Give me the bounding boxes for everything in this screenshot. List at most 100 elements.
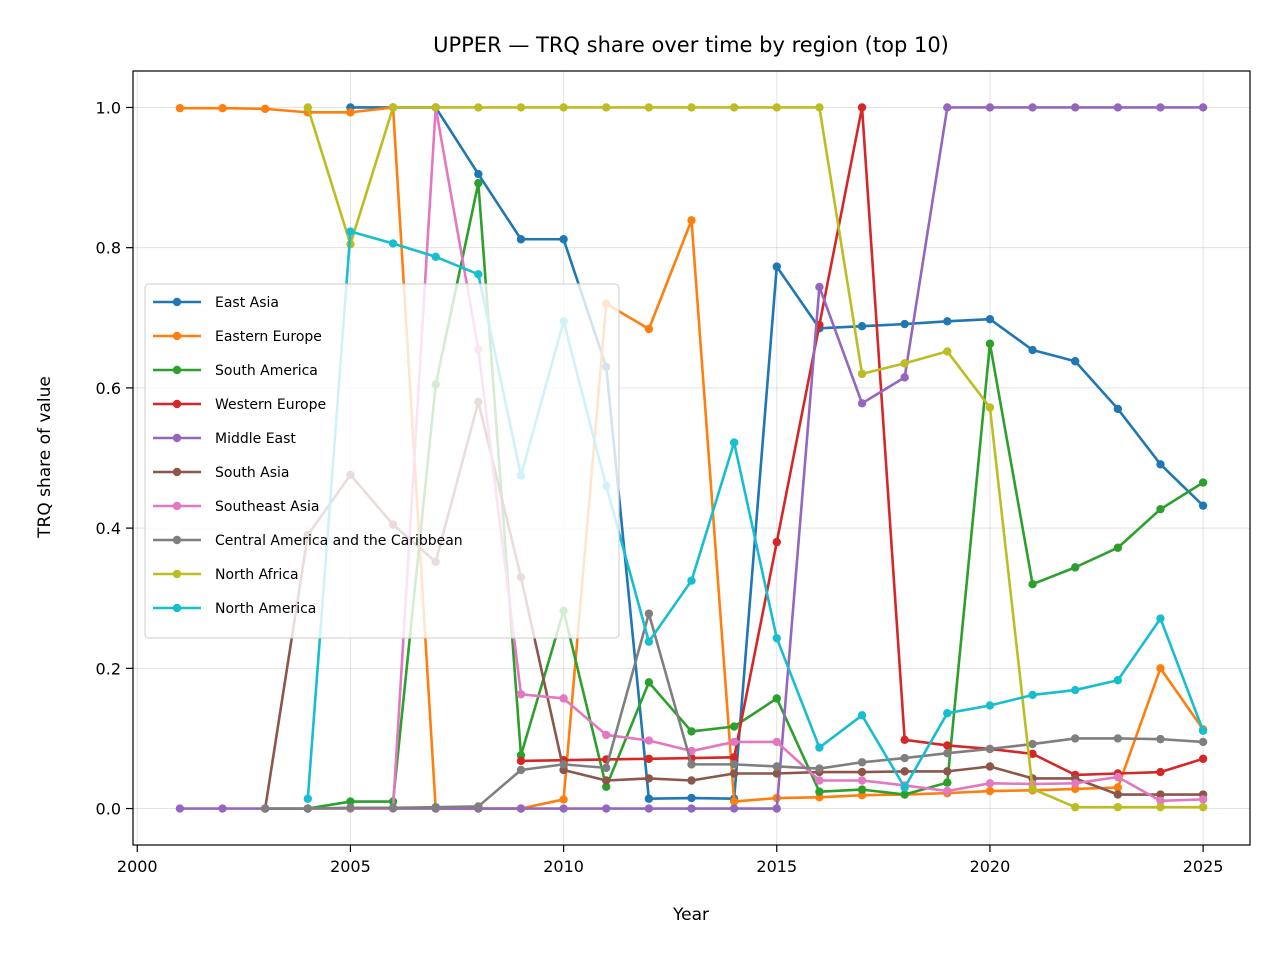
data-point-western-europe	[900, 735, 909, 745]
y-tick-label: 0.6	[96, 379, 121, 398]
data-point-north-america	[303, 794, 312, 803]
data-point-southeast-asia	[772, 737, 781, 747]
data-point-western-europe	[772, 537, 781, 547]
data-point-north-america	[644, 637, 654, 646]
data-point-eastern-europe	[687, 216, 696, 225]
data-point-southeast-asia	[729, 737, 739, 747]
data-point-eastern-europe	[218, 103, 227, 113]
data-point-north-america	[346, 227, 355, 236]
data-point-north-africa	[559, 103, 568, 112]
data-point-western-europe	[1028, 749, 1037, 759]
series-line-western-europe	[519, 106, 1205, 777]
data-point-middle-east	[815, 282, 824, 292]
data-point-north-africa	[303, 103, 312, 112]
legend-swatch-marker	[172, 297, 182, 307]
data-point-north-america	[985, 701, 995, 710]
data-point-middle-east	[1198, 103, 1208, 112]
data-point-north-africa	[857, 369, 867, 379]
data-point-middle-east	[772, 804, 781, 813]
data-point-central-america-and-the-caribbean	[985, 744, 995, 754]
legend-swatch-marker	[172, 467, 182, 477]
axis-ticks: 2000 2005 2010 2015 2020 2025 0.0 0.2 0.4 0.6 0.8 1…	[96, 98, 1224, 876]
x-tick-label: 2010	[543, 857, 584, 876]
data-point-central-america-and-the-caribbean	[1113, 734, 1123, 743]
data-point-central-america-and-the-caribbean	[943, 748, 952, 758]
data-point-south-america	[1198, 478, 1208, 487]
data-point-southeast-asia	[1198, 795, 1208, 804]
data-point-east-asia	[985, 314, 995, 324]
data-point-east-asia	[559, 235, 568, 244]
data-point-middle-east	[729, 804, 739, 813]
data-point-south-america	[474, 178, 483, 188]
data-point-eastern-europe	[559, 795, 568, 804]
data-point-middle-east	[857, 399, 867, 408]
data-point-central-america-and-the-caribbean	[815, 764, 824, 773]
legend-label: South Asia	[215, 465, 289, 481]
data-point-south-america	[857, 785, 867, 794]
data-point-south-america	[900, 790, 909, 799]
data-point-middle-east	[687, 804, 696, 813]
legend-swatch-marker	[172, 501, 182, 511]
legend-item-north-america: North America	[153, 601, 316, 617]
data-point-southeast-asia	[516, 690, 526, 699]
y-axis-label: TRQ share of value	[35, 376, 55, 539]
data-point-southeast-asia	[644, 736, 654, 745]
data-point-central-america-and-the-caribbean	[644, 609, 654, 618]
data-point-east-asia	[1156, 460, 1165, 469]
data-point-north-america	[1071, 685, 1080, 695]
data-point-east-asia	[900, 319, 909, 329]
data-point-central-america-and-the-caribbean	[1028, 739, 1037, 749]
legend-swatch-marker	[172, 569, 182, 579]
data-point-north-america	[687, 576, 696, 585]
series-central-america-and-the-caribbean	[260, 609, 1208, 813]
data-point-central-america-and-the-caribbean	[1198, 737, 1208, 747]
series-western-europe	[516, 103, 1208, 780]
data-point-north-africa	[474, 103, 483, 112]
data-point-southeast-asia	[559, 694, 568, 703]
data-point-south-america	[602, 782, 611, 792]
y-tick-label: 1.0	[96, 98, 121, 117]
data-point-southeast-asia	[1156, 796, 1165, 806]
legend-label: North Africa	[215, 567, 299, 583]
data-point-southeast-asia	[1071, 779, 1080, 788]
data-point-north-america	[772, 633, 781, 643]
data-point-western-europe	[943, 741, 952, 750]
data-point-middle-east	[602, 804, 611, 813]
data-point-western-europe	[1198, 754, 1208, 763]
data-point-central-america-and-the-caribbean	[516, 765, 526, 775]
x-tick-label: 2020	[970, 857, 1011, 876]
data-point-southeast-asia	[602, 730, 611, 740]
data-point-north-america	[431, 252, 440, 261]
data-point-east-asia	[516, 235, 526, 244]
legend-label: Central America and the Caribbean	[215, 533, 463, 549]
data-point-north-africa	[431, 103, 440, 112]
data-point-southeast-asia	[1113, 772, 1123, 782]
data-point-south-america	[1028, 579, 1037, 589]
data-point-western-europe	[644, 754, 654, 763]
data-point-north-africa	[388, 103, 398, 112]
data-point-south-america	[346, 797, 355, 806]
data-point-central-america-and-the-caribbean	[474, 802, 483, 811]
legend-item-western-europe: Western Europe	[153, 397, 326, 413]
data-point-central-america-and-the-caribbean	[772, 762, 781, 771]
data-point-western-europe	[729, 753, 739, 762]
data-point-south-asia	[943, 767, 952, 776]
data-point-central-america-and-the-caribbean	[857, 758, 867, 767]
x-axis-label: Year	[672, 905, 709, 925]
legend-label: North America	[215, 601, 316, 617]
data-point-east-asia	[772, 262, 781, 271]
data-point-north-africa	[1198, 802, 1208, 812]
data-point-north-america	[1028, 690, 1037, 700]
plot-area-frame	[132, 70, 1251, 846]
data-point-middle-east	[1113, 103, 1123, 112]
data-point-north-america	[900, 783, 909, 792]
legend-item-south-america: South America	[153, 363, 318, 379]
legend-label: Southeast Asia	[215, 499, 319, 515]
y-tick-label: 0.2	[96, 659, 121, 678]
data-point-north-america	[815, 743, 824, 752]
data-point-central-america-and-the-caribbean	[260, 804, 270, 813]
legend-swatch-marker	[172, 365, 182, 375]
data-point-eastern-europe	[260, 104, 270, 114]
legend-label: Western Europe	[215, 397, 326, 413]
data-point-north-africa	[815, 103, 824, 112]
